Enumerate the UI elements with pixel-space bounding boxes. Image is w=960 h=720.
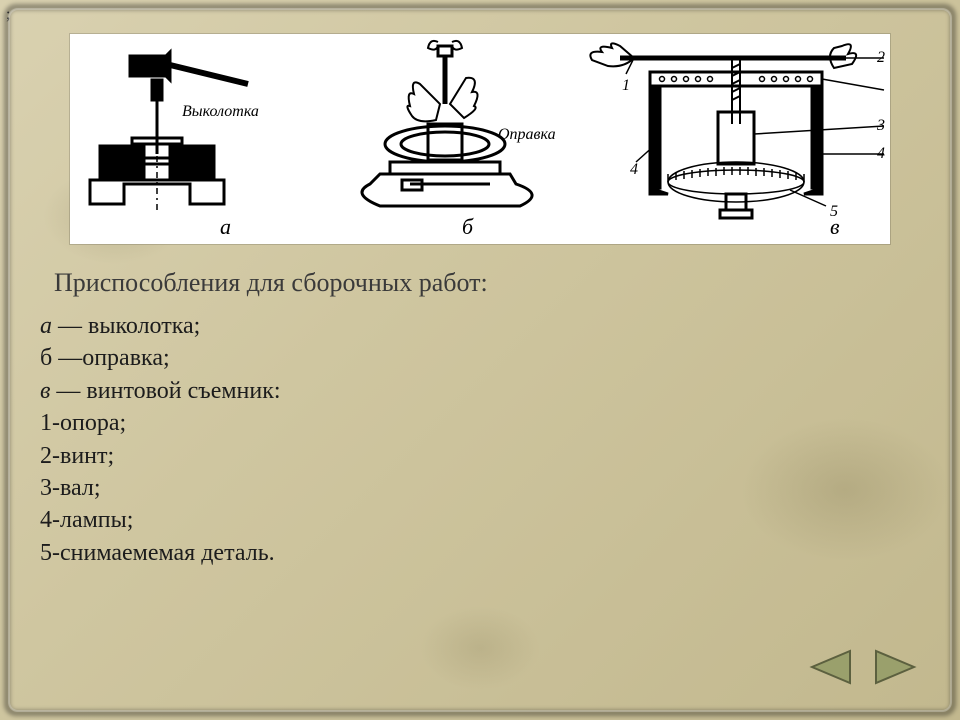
- arrow-left-shape: [812, 651, 850, 683]
- arrow-left-icon: [806, 647, 854, 687]
- legend-b: б —оправка;: [40, 342, 281, 374]
- figure-label-b: Оправка: [498, 126, 556, 143]
- legend-5: 5-снимаемемая деталь.: [40, 537, 281, 569]
- legend: а — выколотка; б —оправка; в — винтовой …: [40, 310, 281, 569]
- arrow-right-shape: [876, 651, 914, 683]
- legend-1: 1-опора;: [40, 407, 281, 439]
- next-button[interactable]: [872, 647, 920, 687]
- figure-callout-4-left: 4: [630, 161, 638, 178]
- figure-panel: Выколотка а: [70, 34, 890, 244]
- legend-4: 4-лампы;: [40, 504, 281, 536]
- legend-c: в — винтовой съемник:: [40, 375, 281, 407]
- heading: Приспособления для сборочных работ:: [54, 268, 488, 298]
- arrow-right-icon: [872, 647, 920, 687]
- legend-a-rest: — выколотка;: [52, 313, 200, 339]
- figure-svg: Выколотка а: [70, 34, 890, 244]
- prev-button[interactable]: [806, 647, 854, 687]
- figure-callout-4: 4: [877, 145, 885, 162]
- figure-callout-1: 1: [622, 77, 630, 94]
- legend-3: 3-вал;: [40, 472, 281, 504]
- legend-a: а — выколотка;: [40, 310, 281, 342]
- legend-a-letter: а: [40, 313, 52, 339]
- figure-sub-b: б: [462, 214, 474, 239]
- figure-callout-3: 3: [876, 117, 885, 134]
- nav: [792, 647, 920, 692]
- slide: ;: [0, 0, 960, 720]
- figure-label-a: Выколотка: [182, 103, 259, 120]
- figure-callout-2: 2: [877, 49, 885, 66]
- figure-sub-a: а: [220, 214, 231, 239]
- legend-c-rest: — винтовой съемник:: [50, 378, 280, 404]
- stray-text: ;: [6, 6, 10, 24]
- legend-c-letter: в: [40, 378, 50, 404]
- figure-sub-c: в: [830, 214, 840, 239]
- legend-2: 2-винт;: [40, 440, 281, 472]
